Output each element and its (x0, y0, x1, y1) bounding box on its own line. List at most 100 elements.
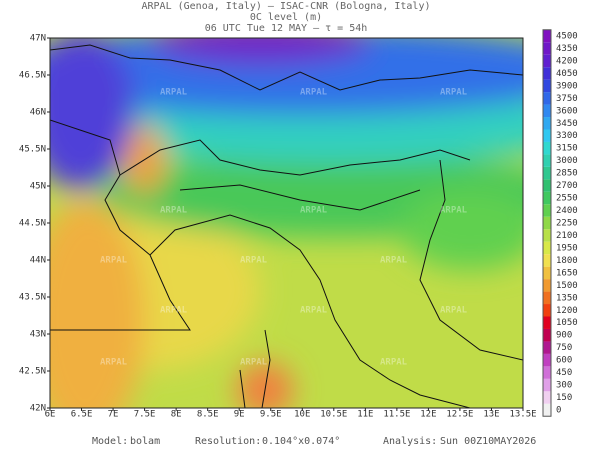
footer-value: bolam (130, 436, 160, 447)
lon-label: 10.5E (320, 410, 347, 420)
lon-label: 11E (357, 410, 373, 420)
colorbar-swatch (543, 403, 551, 417)
colorbar-label: 1950 (556, 243, 578, 253)
colorbar-swatch (543, 328, 551, 342)
colorbar-swatch (543, 378, 551, 392)
colorbar-label: 2400 (556, 206, 578, 216)
header-line: 0C level (m) (250, 12, 322, 23)
colorbar-swatch (543, 79, 551, 93)
footer-label: Resolution: (195, 436, 261, 447)
colorbar-swatch (543, 204, 551, 217)
colorbar-label: 2100 (556, 231, 578, 241)
colorbar-swatch (543, 154, 551, 167)
watermark: ARPAL (240, 256, 268, 266)
colorbar-swatch (543, 29, 551, 43)
watermark: ARPAL (100, 256, 128, 266)
header-line: ARPAL (Genoa, Italy) — ISAC-CNR (Bologna… (142, 1, 431, 12)
colorbar-label: 4200 (556, 56, 578, 66)
colorbar-swatch (543, 353, 551, 367)
colorbar-swatch (543, 254, 551, 267)
lon-label: 6.5E (71, 410, 93, 420)
colorbar-swatch (543, 279, 551, 292)
colorbar-label: 1800 (556, 256, 578, 266)
colorbar-swatch (543, 304, 551, 317)
colorbar-label: 3450 (556, 119, 578, 129)
colorbar-label: 1650 (556, 268, 578, 278)
lon-label: 10E (294, 410, 310, 420)
lon-label: 7.5E (134, 410, 156, 420)
watermark: ARPAL (160, 88, 188, 98)
colorbar-label: 150 (556, 393, 572, 403)
watermark: ARPAL (440, 88, 468, 98)
colorbar-label: 600 (556, 356, 572, 366)
colorbar-swatch (543, 241, 551, 255)
lon-label: 8.5E (197, 410, 219, 420)
watermark: ARPAL (160, 306, 188, 316)
colorbar-label: 1350 (556, 293, 578, 303)
colorbar-swatch (543, 291, 551, 305)
watermark: ARPAL (380, 256, 408, 266)
colorbar-label: 3750 (556, 94, 578, 104)
lat-label: 46.5N (19, 71, 46, 81)
lon-label: 9.5E (260, 410, 282, 420)
lat-label: 43N (30, 330, 46, 340)
colorbar-swatch (543, 229, 551, 242)
colorbar-swatch (543, 341, 551, 354)
colorbar-label: 3900 (556, 81, 578, 91)
lat-label: 44N (30, 256, 46, 266)
colorbar-swatch (543, 179, 551, 192)
colorbar-label: 3300 (556, 131, 578, 141)
colorbar-swatch (543, 42, 551, 55)
footer-label: Analysis: (383, 436, 437, 447)
watermark: ARPAL (300, 88, 328, 98)
watermark: ARPAL (440, 206, 468, 216)
footer-value: 0.104°x0.074° (262, 436, 340, 447)
colorbar-swatch (543, 266, 551, 280)
colorbar-swatch (543, 391, 551, 404)
colorbar-label: 3000 (556, 156, 578, 166)
watermark: ARPAL (380, 358, 408, 368)
lon-label: 11.5E (383, 410, 410, 420)
colorbar-swatch (543, 117, 551, 130)
colorbar-label: 900 (556, 331, 572, 341)
colorbar-swatch (543, 67, 551, 80)
colorbar-swatch (543, 166, 551, 180)
lat-label: 47N (30, 34, 46, 44)
watermark: ARPAL (240, 358, 268, 368)
colorbar-swatch (543, 54, 551, 68)
lat-label: 42.5N (19, 367, 46, 377)
lat-label: 45.5N (19, 145, 46, 155)
watermark: ARPAL (100, 358, 128, 368)
lat-label: 42N (30, 404, 46, 414)
colorbar-label: 2700 (556, 181, 578, 191)
colorbar-label: 2550 (556, 194, 578, 204)
colorbar-label: 0 (556, 406, 561, 416)
colorbar-label: 2250 (556, 219, 578, 229)
colorbar-label: 1500 (556, 281, 578, 291)
watermark: ARPAL (300, 206, 328, 216)
colorbar-label: 4050 (556, 69, 578, 79)
footer-value: Sun 00Z10MAY2026 (440, 436, 536, 447)
colorbar-swatch (543, 129, 551, 142)
footer-label: Model: (92, 436, 128, 447)
lon-label: 12E (420, 410, 436, 420)
lon-label: 9E (234, 410, 245, 420)
colorbar-label: 1200 (556, 306, 578, 316)
colorbar-label: 2850 (556, 169, 578, 179)
map-field (50, 38, 523, 408)
lon-label: 8E (171, 410, 182, 420)
colorbar-label: 4350 (556, 44, 578, 54)
header-line: 06 UTC Tue 12 MAY – τ = 54h (205, 23, 368, 34)
lon-label: 6E (45, 410, 56, 420)
lat-label: 46N (30, 108, 46, 118)
colorbar-label: 3600 (556, 106, 578, 116)
lat-label: 45N (30, 182, 46, 192)
colorbar-frame (542, 29, 552, 417)
lon-label: 13E (483, 410, 499, 420)
colorbar-swatch (543, 216, 551, 230)
colorbar-label: 3150 (556, 144, 578, 154)
watermark: ARPAL (300, 306, 328, 316)
colorbar-swatch (543, 191, 551, 205)
lon-label: 7E (108, 410, 119, 420)
lon-label: 12.5E (446, 410, 473, 420)
